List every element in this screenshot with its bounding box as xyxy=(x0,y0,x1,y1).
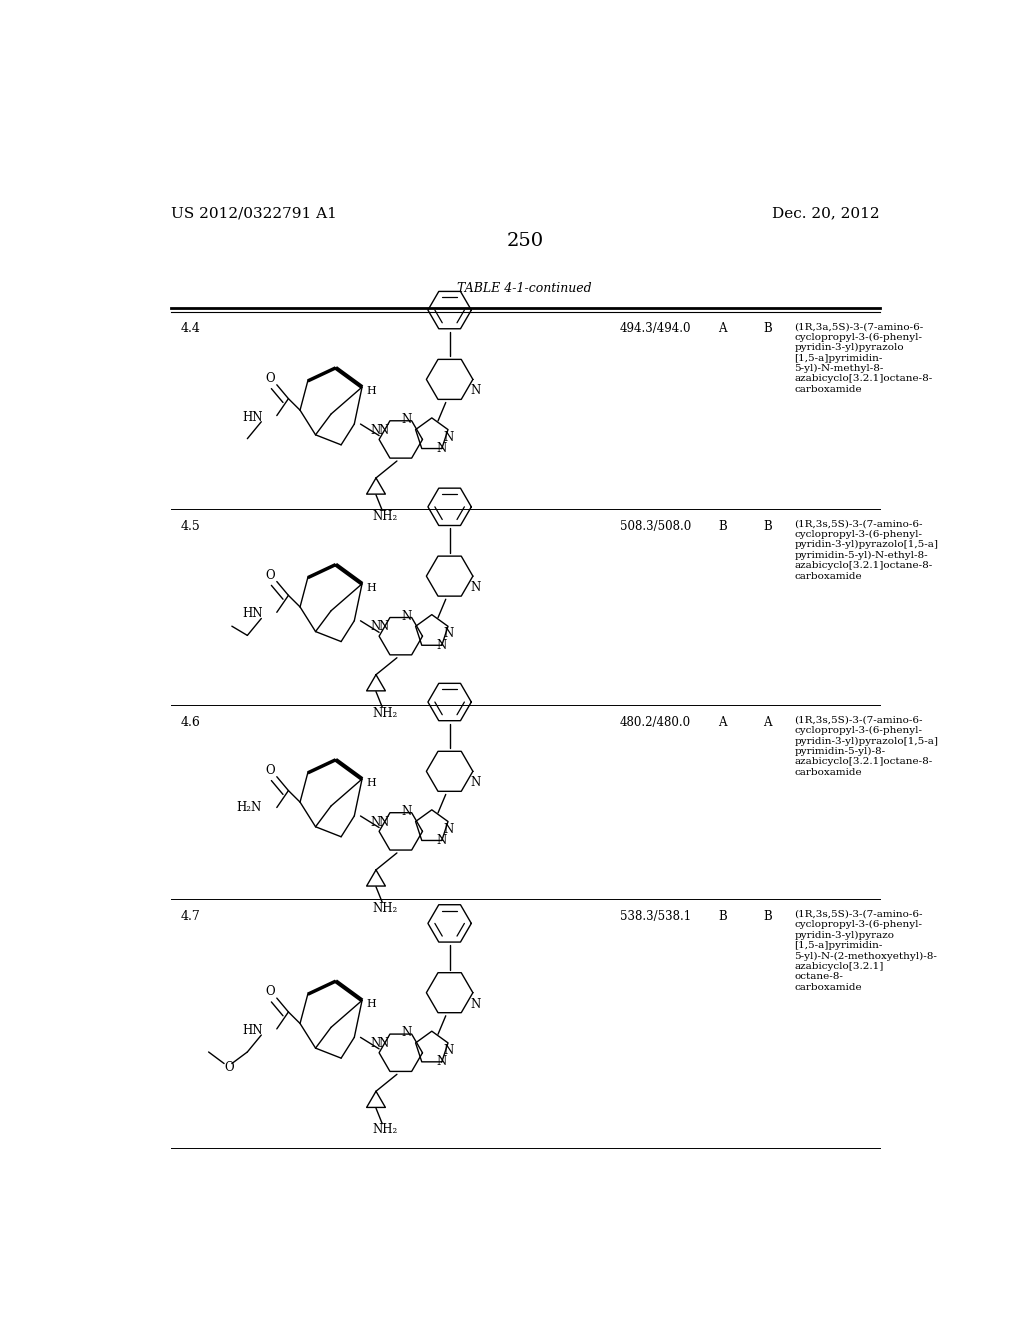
Text: 4.4: 4.4 xyxy=(180,322,201,335)
Text: 480.2/480.0: 480.2/480.0 xyxy=(621,715,691,729)
Text: 4.6: 4.6 xyxy=(180,715,201,729)
Text: O: O xyxy=(266,372,275,385)
Text: N: N xyxy=(401,805,412,818)
Text: 4.7: 4.7 xyxy=(180,909,201,923)
Text: N: N xyxy=(436,834,446,847)
Text: US 2012/0322791 A1: US 2012/0322791 A1 xyxy=(171,206,337,220)
Text: [1,5-a]pyrimidin-: [1,5-a]pyrimidin- xyxy=(795,941,883,950)
Text: 494.3/494.0: 494.3/494.0 xyxy=(621,322,691,335)
Text: O: O xyxy=(266,764,275,777)
Text: N: N xyxy=(371,816,381,829)
Text: B: B xyxy=(719,909,727,923)
Text: H: H xyxy=(367,385,376,396)
Text: N: N xyxy=(470,776,480,789)
Text: O: O xyxy=(266,569,275,582)
Text: NH₂: NH₂ xyxy=(373,1123,398,1137)
Text: N: N xyxy=(379,424,389,437)
Text: octane-8-: octane-8- xyxy=(795,973,844,981)
Text: azabicyclo[3.2.1]octane-8-: azabicyclo[3.2.1]octane-8- xyxy=(795,758,933,767)
Text: HN: HN xyxy=(243,607,263,620)
Text: pyridin-3-yl)pyrazolo: pyridin-3-yl)pyrazolo xyxy=(795,343,904,352)
Text: 250: 250 xyxy=(506,231,544,249)
Text: N: N xyxy=(371,620,381,634)
Text: H: H xyxy=(367,777,376,788)
Text: O: O xyxy=(224,1061,233,1074)
Text: HN: HN xyxy=(243,1024,263,1038)
Text: N: N xyxy=(443,627,454,640)
Text: A: A xyxy=(764,715,772,729)
Text: O: O xyxy=(266,986,275,998)
Text: pyridin-3-yl)pyrazolo[1,5-a]: pyridin-3-yl)pyrazolo[1,5-a] xyxy=(795,540,939,549)
Text: N: N xyxy=(401,1026,412,1039)
Text: carboxamide: carboxamide xyxy=(795,572,862,581)
Text: N: N xyxy=(401,610,412,623)
Text: TABLE 4-1-continued: TABLE 4-1-continued xyxy=(458,281,592,294)
Text: 5-yl)-N-methyl-8-: 5-yl)-N-methyl-8- xyxy=(795,364,884,374)
Text: HN: HN xyxy=(243,411,263,424)
Text: pyridin-3-yl)pyrazolo[1,5-a]: pyridin-3-yl)pyrazolo[1,5-a] xyxy=(795,737,939,746)
Text: cyclopropyl-3-(6-phenyl-: cyclopropyl-3-(6-phenyl- xyxy=(795,726,923,735)
Text: carboxamide: carboxamide xyxy=(795,385,862,393)
Text: B: B xyxy=(764,520,772,532)
Text: (1R,3a,5S)-3-(7-amino-6-: (1R,3a,5S)-3-(7-amino-6- xyxy=(795,322,924,331)
Text: N: N xyxy=(371,424,381,437)
Text: N: N xyxy=(443,1044,454,1057)
Text: N: N xyxy=(436,1056,446,1068)
Text: cyclopropyl-3-(6-phenyl-: cyclopropyl-3-(6-phenyl- xyxy=(795,333,923,342)
Text: A: A xyxy=(719,715,727,729)
Text: N: N xyxy=(443,430,454,444)
Text: (1R,3s,5S)-3-(7-amino-6-: (1R,3s,5S)-3-(7-amino-6- xyxy=(795,715,923,725)
Text: NH₂: NH₂ xyxy=(373,902,398,915)
Text: B: B xyxy=(719,520,727,532)
Text: H: H xyxy=(367,582,376,593)
Text: N: N xyxy=(470,581,480,594)
Text: pyrimidin-5-yl)-N-ethyl-8-: pyrimidin-5-yl)-N-ethyl-8- xyxy=(795,550,928,560)
Text: azabicyclo[3.2.1]octane-8-: azabicyclo[3.2.1]octane-8- xyxy=(795,561,933,570)
Text: carboxamide: carboxamide xyxy=(795,982,862,991)
Text: N: N xyxy=(401,413,412,426)
Text: N: N xyxy=(379,620,389,634)
Text: Dec. 20, 2012: Dec. 20, 2012 xyxy=(772,206,880,220)
Text: pyridin-3-yl)pyrazo: pyridin-3-yl)pyrazo xyxy=(795,931,895,940)
Text: 508.3/508.0: 508.3/508.0 xyxy=(621,520,691,532)
Text: H₂N: H₂N xyxy=(237,801,261,814)
Text: cyclopropyl-3-(6-phenyl-: cyclopropyl-3-(6-phenyl- xyxy=(795,529,923,539)
Text: azabicyclo[3.2.1]: azabicyclo[3.2.1] xyxy=(795,962,884,972)
Text: N: N xyxy=(379,1038,389,1049)
Text: 5-yl)-N-(2-methoxyethyl)-8-: 5-yl)-N-(2-methoxyethyl)-8- xyxy=(795,952,937,961)
Text: (1R,3s,5S)-3-(7-amino-6-: (1R,3s,5S)-3-(7-amino-6- xyxy=(795,909,923,919)
Text: N: N xyxy=(470,384,480,397)
Text: N: N xyxy=(371,1038,381,1049)
Text: N: N xyxy=(379,816,389,829)
Text: 538.3/538.1: 538.3/538.1 xyxy=(621,909,691,923)
Text: N: N xyxy=(443,822,454,836)
Text: azabicyclo[3.2.1]octane-8-: azabicyclo[3.2.1]octane-8- xyxy=(795,375,933,383)
Text: NH₂: NH₂ xyxy=(373,510,398,523)
Text: [1,5-a]pyrimidin-: [1,5-a]pyrimidin- xyxy=(795,354,883,363)
Text: NH₂: NH₂ xyxy=(373,706,398,719)
Text: N: N xyxy=(436,639,446,652)
Text: pyrimidin-5-yl)-8-: pyrimidin-5-yl)-8- xyxy=(795,747,886,756)
Text: (1R,3s,5S)-3-(7-amino-6-: (1R,3s,5S)-3-(7-amino-6- xyxy=(795,520,923,528)
Text: A: A xyxy=(719,322,727,335)
Text: 4.5: 4.5 xyxy=(180,520,201,532)
Text: carboxamide: carboxamide xyxy=(795,768,862,777)
Text: cyclopropyl-3-(6-phenyl-: cyclopropyl-3-(6-phenyl- xyxy=(795,920,923,929)
Text: B: B xyxy=(764,322,772,335)
Text: N: N xyxy=(470,998,480,1011)
Text: H: H xyxy=(367,999,376,1010)
Text: B: B xyxy=(764,909,772,923)
Text: N: N xyxy=(436,442,446,455)
